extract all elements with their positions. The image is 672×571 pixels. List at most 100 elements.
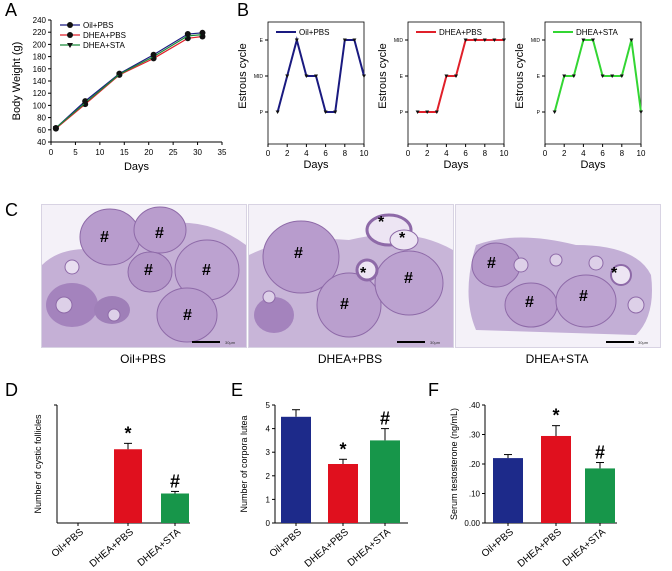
a-y-tick-label: 60 <box>37 126 46 135</box>
f-y-tick-label: .10 <box>469 490 481 499</box>
d-significance-mark: # <box>170 471 180 491</box>
b2-x-axis-label: Days <box>443 159 469 171</box>
panel-label-e: E <box>231 380 244 400</box>
e-y-tick-label: 1 <box>266 495 271 504</box>
b2-y-axis-label: Estrous cycle <box>377 43 389 108</box>
b1-x-tick-label: 6 <box>323 149 328 158</box>
scale-bar-3 <box>606 341 634 343</box>
mark-7: * <box>399 230 406 247</box>
histology-image-oil-pbs <box>41 204 247 348</box>
a-legend-label: Oil+PBS <box>83 21 113 30</box>
a-legend-marker <box>67 32 73 38</box>
a-x-tick-label: 5 <box>73 148 78 157</box>
mark-4: # <box>202 262 211 279</box>
mark-1: # <box>100 229 109 246</box>
b1-data-point <box>294 38 299 42</box>
panel-label-c: C <box>5 200 18 220</box>
a-y-axis-label: Body Weight (g) <box>11 42 23 121</box>
b1-data-point <box>323 110 328 114</box>
e-bar <box>281 416 311 523</box>
e-bar <box>328 464 358 523</box>
b3-data-point <box>610 74 615 78</box>
b2-data-point <box>434 110 439 114</box>
b1-x-tick-label: 10 <box>360 149 369 158</box>
b1-data-point <box>342 38 347 42</box>
a-data-point <box>82 100 89 106</box>
b1-data-point <box>333 110 338 114</box>
histology-caption-2: DHEA+PBS <box>317 352 383 366</box>
mark-9: * <box>360 265 367 282</box>
histology-image-dhea-sta <box>455 204 661 348</box>
e-significance-mark: # <box>380 409 390 429</box>
d-category-label: DHEA+PBS <box>88 527 136 570</box>
b3-data-point <box>629 38 634 42</box>
panel-label-f: F <box>428 380 439 400</box>
a-data-point <box>116 72 123 78</box>
f-category-label: DHEA+STA <box>561 527 608 569</box>
a-data-point <box>150 54 157 60</box>
b1-data-point <box>362 74 366 78</box>
a-x-tick-label: 0 <box>49 148 54 157</box>
b3-x-axis-label: Days <box>580 159 606 171</box>
mark-12: # <box>487 255 496 272</box>
b3-legend-label: DHEA+STA <box>576 28 619 37</box>
histology-caption-1: Oil+PBS <box>120 352 166 366</box>
b2-data-point <box>454 74 458 78</box>
a-y-tick-label: 80 <box>37 114 46 123</box>
panel-label-b: B <box>237 0 250 20</box>
b1-data-point <box>285 74 290 78</box>
a-legend-marker <box>67 43 73 48</box>
b2-data-point <box>473 38 478 42</box>
b3-data-point <box>619 74 624 78</box>
a-y-tick-label: 40 <box>37 138 46 147</box>
e-y-tick-label: 3 <box>266 448 271 457</box>
panel-label-d: D <box>5 380 18 400</box>
e-category-label: DHEA+PBS <box>303 527 351 570</box>
a-series-line <box>55 34 203 129</box>
b1-data-point <box>304 74 309 78</box>
a-y-tick-label: 200 <box>33 40 47 49</box>
scale-text-1: 30μm <box>225 340 236 345</box>
f-y-tick-label: .30 <box>469 431 481 440</box>
mark-15: # <box>579 288 588 305</box>
b1-x-tick-label: 4 <box>304 149 309 158</box>
f-significance-mark: # <box>595 443 605 463</box>
b3-x-tick-label: 4 <box>581 149 586 158</box>
b3-x-tick-label: 2 <box>562 149 567 158</box>
mark-3: # <box>144 262 153 279</box>
d-significance-mark: * <box>124 423 131 443</box>
a-data-point <box>52 125 59 131</box>
e-y-tick-label: 2 <box>266 472 271 481</box>
d-category-label: Oil+PBS <box>50 527 86 560</box>
b1-x-tick-label: 8 <box>343 149 348 158</box>
panel-label-a: A <box>5 0 18 20</box>
b2-y-tick-label: E <box>400 74 404 80</box>
b1-data-point <box>275 110 280 114</box>
b2-data-point <box>425 110 430 114</box>
b2-data-point <box>444 74 449 78</box>
d-y-axis-label: Number of cystic follicles <box>33 414 43 514</box>
histology-image-dhea-pbs <box>248 204 454 348</box>
a-x-tick-label: 10 <box>95 148 104 157</box>
a-y-tick-label: 100 <box>33 101 47 110</box>
b3-data-point <box>591 38 595 42</box>
e-y-tick-label: 4 <box>266 425 271 434</box>
f-bar <box>493 458 523 523</box>
f-y-axis-label: Serum testosterone (ng/mL) <box>449 408 459 520</box>
b2-x-tick-label: 4 <box>444 149 449 158</box>
b2-data-point <box>502 38 506 42</box>
a-series-line <box>55 35 203 130</box>
e-y-axis-label: Number of corpora lutea <box>239 415 249 512</box>
a-legend-label: DHEA+STA <box>83 41 126 50</box>
b3-y-tick-label: P <box>537 110 541 116</box>
b1-y-tick-label: P <box>260 110 264 116</box>
b2-y-tick-label: MID <box>394 38 404 44</box>
a-y-tick-label: 120 <box>33 89 47 98</box>
b1-y-tick-label: E <box>260 38 264 44</box>
b3-y-axis-label: Estrous cycle <box>514 43 526 108</box>
b1-series-line <box>276 36 365 113</box>
scale-bar-2 <box>397 341 425 343</box>
b3-data-point <box>639 110 643 114</box>
b1-y-tick-label: MID <box>254 74 264 80</box>
